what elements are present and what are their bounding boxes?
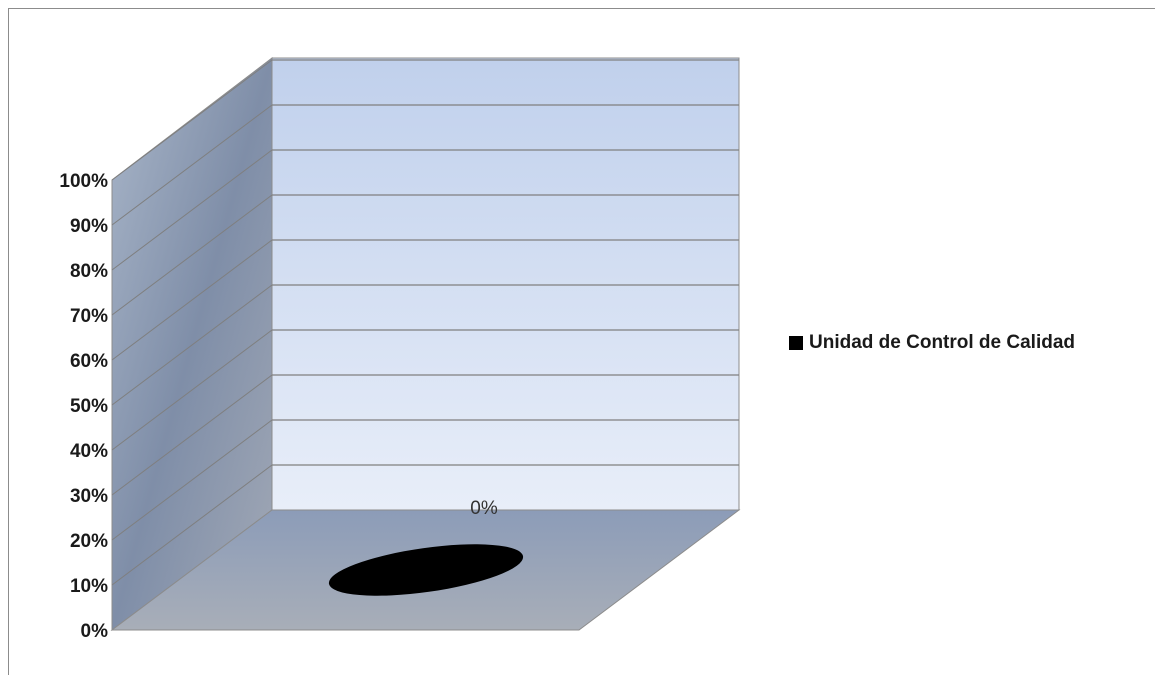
gridline-side [111,374,273,496]
chart-back-wall [271,57,740,511]
gridline-side [111,104,273,226]
y-axis: 0% 10% 20% 30% 40% 50% 60% 70% 80% 90% 100% [59,171,108,642]
gridline-side [111,464,273,586]
legend: Unidad de Control de Calidad [789,332,1075,354]
y-tick-label: 40% [70,441,108,462]
y-tick-label: 30% [70,486,108,507]
chart-marks: 0% [328,498,524,596]
y-tick-label: 100% [59,171,108,192]
legend-swatch [789,336,803,350]
gridline-side [111,419,273,541]
bar-top [328,544,524,596]
gridline-side [111,329,273,451]
gridline-side [111,239,273,361]
y-tick-label: 80% [70,261,108,282]
data-label: 0% [470,498,498,519]
gridline-side [111,59,273,181]
y-tick-label: 90% [70,216,108,237]
chart-frame [8,8,1155,675]
y-tick-label: 20% [70,531,108,552]
gridline-side [111,284,273,406]
y-tick-label: 0% [81,621,109,642]
gridline-side [111,149,273,271]
y-tick-label: 50% [70,396,108,417]
legend-label: Unidad de Control de Calidad [809,332,1076,353]
gridline-side [111,194,273,316]
gridlines [111,59,739,586]
y-tick-label: 10% [70,576,108,597]
y-tick-label: 70% [70,306,108,327]
y-tick-label: 60% [70,351,108,372]
